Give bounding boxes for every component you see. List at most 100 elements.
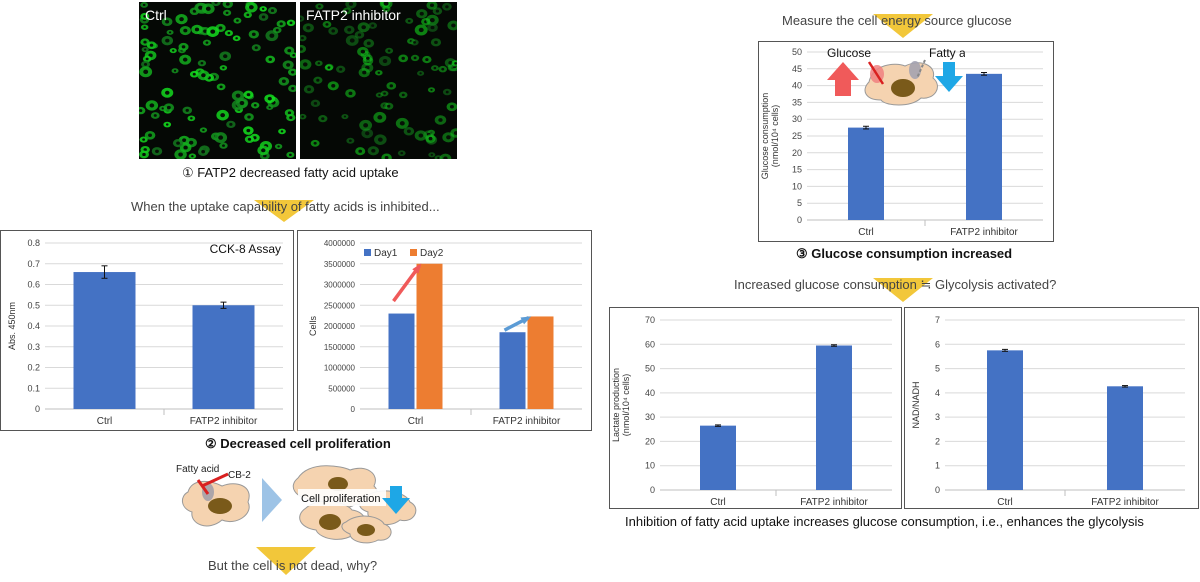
cell-nucleus bbox=[429, 3, 435, 8]
y-tick-label: 2500000 bbox=[324, 301, 356, 310]
cell-nucleus bbox=[441, 67, 445, 71]
cell-blob bbox=[300, 15, 305, 22]
cell-nucleus bbox=[446, 135, 451, 140]
cells-chart: 0 500000 1000000 1500000 2000000 2500000 30000… bbox=[308, 239, 582, 427]
y-tick-label: 0 bbox=[797, 215, 802, 225]
y-tick-label: 50 bbox=[792, 47, 802, 57]
cell-nucleus bbox=[418, 27, 424, 33]
cell-nucleus bbox=[363, 123, 369, 128]
y-tick-label: 50 bbox=[645, 364, 655, 374]
y-tick-label: 0.1 bbox=[27, 383, 40, 393]
down-arrow-icon bbox=[382, 486, 410, 514]
cell-nucleus bbox=[214, 2, 218, 4]
y-tick-label: 0.2 bbox=[27, 363, 40, 373]
y-axis-label: Glucose consumption bbox=[760, 93, 770, 180]
cell-nucleus bbox=[149, 103, 155, 108]
cell-nucleus bbox=[357, 524, 375, 536]
cell-nucleus bbox=[357, 33, 362, 37]
cell-nucleus bbox=[253, 103, 257, 107]
cell-nucleus bbox=[208, 498, 232, 514]
cell-blob bbox=[211, 2, 221, 7]
cell-nucleus bbox=[319, 514, 341, 530]
lactate-chart-panel: 0 10 20 30 40 50 60 70 Lactate production (nmol/1… bbox=[609, 307, 902, 509]
glucose-chart-panel: 0 5 10 15 20 25 30 35 40 45 50 Glucose consumption(… bbox=[758, 41, 1054, 242]
cell-nucleus bbox=[251, 32, 256, 36]
y-tick-label: 0.5 bbox=[27, 300, 40, 310]
lactate-chart: 0 10 20 30 40 50 60 70 Lactate production (nmol/1… bbox=[611, 315, 892, 508]
cell-nucleus bbox=[205, 41, 209, 44]
micro-ctrl-image: Ctrl bbox=[139, 2, 296, 159]
x-tick-label: FATP2 inhibitor bbox=[190, 416, 258, 427]
y-tick-label: 2 bbox=[935, 436, 940, 446]
cell-nucleus bbox=[291, 70, 295, 74]
cell-nucleus bbox=[144, 48, 147, 51]
cell-nucleus bbox=[401, 93, 405, 97]
y-tick-label: 0.6 bbox=[27, 280, 40, 290]
cck8-chart-panel: 0 0.1 0.2 0.3 0.4 0.5 0.6 0.7 0.8 Abs. 450nm Ctrl F… bbox=[0, 230, 294, 431]
bar-day2 bbox=[416, 263, 443, 409]
cell-nucleus bbox=[349, 139, 352, 142]
cell-nucleus bbox=[387, 104, 391, 108]
fatty-acid-inset-label: Fatty acid bbox=[929, 46, 965, 60]
cell-nucleus bbox=[182, 57, 188, 62]
cell-nucleus bbox=[389, 84, 394, 88]
cell-nucleus bbox=[227, 31, 231, 35]
y-tick-label: 500000 bbox=[328, 384, 355, 393]
cell-nucleus bbox=[425, 58, 429, 62]
cell-nucleus bbox=[286, 63, 291, 67]
bar bbox=[73, 272, 136, 409]
ctrl-growth-arrow-head bbox=[412, 263, 422, 274]
cell-nucleus bbox=[246, 128, 251, 133]
cell-nucleus bbox=[268, 57, 272, 61]
cell-nucleus bbox=[168, 31, 172, 34]
cell-nucleus bbox=[161, 107, 164, 110]
cell-nucleus bbox=[289, 153, 292, 157]
cell-nucleus bbox=[358, 149, 363, 153]
cell-nucleus bbox=[377, 137, 383, 142]
y-tick-label: 40 bbox=[792, 81, 802, 91]
cell-nucleus bbox=[173, 69, 177, 72]
y-tick-label: 25 bbox=[792, 131, 802, 141]
legend-swatch bbox=[364, 249, 371, 256]
y-tick-label: 0 bbox=[351, 405, 356, 414]
cell-nucleus bbox=[434, 40, 438, 44]
cell-nucleus bbox=[325, 23, 329, 26]
fig2-caption: ② Decreased cell proliferation bbox=[205, 436, 391, 451]
cell-nucleus bbox=[179, 17, 184, 22]
y-tick-label: 4 bbox=[935, 388, 940, 398]
cell-nucleus bbox=[225, 11, 229, 15]
y-axis-label: (nmol/10⁴ cells) bbox=[770, 105, 780, 167]
micro-inhibitor-label: FATP2 inhibitor bbox=[306, 7, 401, 23]
cell-nucleus bbox=[210, 29, 216, 34]
cell-nucleus bbox=[142, 3, 146, 7]
fatty-acid-transporter bbox=[909, 61, 921, 79]
inhibitor-cells-image bbox=[300, 2, 457, 159]
cell-nucleus bbox=[317, 62, 321, 65]
x-tick-label: Ctrl bbox=[408, 416, 424, 427]
cell-nucleus bbox=[449, 104, 454, 109]
cell-nucleus bbox=[382, 58, 388, 64]
cell-nucleus bbox=[165, 19, 170, 24]
cell-nucleus bbox=[419, 11, 424, 16]
cell-nucleus bbox=[328, 477, 348, 491]
y-tick-label: 0 bbox=[935, 485, 940, 495]
cell-nucleus bbox=[430, 153, 433, 156]
cell-nucleus bbox=[287, 111, 292, 115]
cell-nucleus bbox=[178, 152, 183, 157]
cell-nucleus bbox=[445, 90, 449, 94]
cell-blob bbox=[450, 128, 457, 138]
y-tick-label: 5 bbox=[797, 198, 802, 208]
y-tick-label: 5 bbox=[935, 364, 940, 374]
y-tick-label: 0 bbox=[650, 485, 655, 495]
cell-nucleus bbox=[222, 144, 225, 147]
cell-nucleus bbox=[891, 79, 915, 97]
chevron-arrow bbox=[873, 278, 933, 302]
chevron-arrow bbox=[256, 547, 316, 575]
cell-nucleus bbox=[339, 67, 343, 71]
inhibitor-line bbox=[201, 472, 229, 488]
y-tick-label: 20 bbox=[645, 436, 655, 446]
cell-nucleus bbox=[201, 73, 206, 78]
process-arrow-icon bbox=[262, 478, 282, 522]
glucose-chart: 0 5 10 15 20 25 30 35 40 45 50 Glucose consumption(… bbox=[760, 47, 1043, 238]
cell-nucleus bbox=[261, 148, 266, 153]
